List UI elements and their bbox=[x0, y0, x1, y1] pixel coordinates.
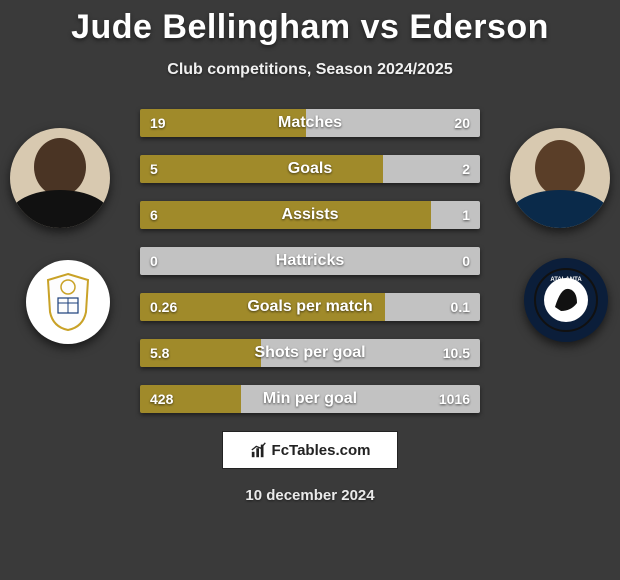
branding-badge: FcTables.com bbox=[222, 431, 398, 469]
stat-row: 0.26 Goals per match 0.1 bbox=[140, 293, 480, 321]
subtitle: Club competitions, Season 2024/2025 bbox=[0, 61, 620, 79]
stat-value-left: 428 bbox=[150, 391, 173, 407]
stat-row: 5 Goals 2 bbox=[140, 155, 480, 183]
player-photo-left bbox=[10, 128, 110, 228]
date-text: 10 december 2024 bbox=[0, 487, 620, 504]
comparison-bars: 19 Matches 20 5 Goals 2 6 Assists 1 0 Hattricks 0 0.… bbox=[140, 109, 480, 413]
stat-label: Min per goal bbox=[263, 390, 357, 408]
svg-text:ATALANTA: ATALANTA bbox=[550, 277, 582, 283]
stat-label: Goals bbox=[288, 160, 332, 178]
stat-label: Goals per match bbox=[247, 298, 372, 316]
club-logo-right: ATALANTA bbox=[524, 258, 608, 342]
stat-value-right: 2 bbox=[462, 161, 470, 177]
stat-value-left: 6 bbox=[150, 207, 158, 223]
stat-value-left: 19 bbox=[150, 115, 166, 131]
stat-label: Hattricks bbox=[276, 252, 344, 270]
stat-value-right: 20 bbox=[454, 115, 470, 131]
stat-row: 5.8 Shots per goal 10.5 bbox=[140, 339, 480, 367]
club-logo-left bbox=[26, 260, 110, 344]
stat-row: 19 Matches 20 bbox=[140, 109, 480, 137]
stat-row: 6 Assists 1 bbox=[140, 201, 480, 229]
stat-value-right: 0.1 bbox=[451, 299, 470, 315]
player-photo-right bbox=[510, 128, 610, 228]
stat-row: 428 Min per goal 1016 bbox=[140, 385, 480, 413]
bar-segment-left bbox=[140, 155, 383, 183]
stat-value-right: 1 bbox=[462, 207, 470, 223]
crest-icon bbox=[43, 272, 93, 332]
crest-icon: ATALANTA bbox=[533, 267, 599, 333]
branding-text: FcTables.com bbox=[272, 442, 371, 459]
stat-row: 0 Hattricks 0 bbox=[140, 247, 480, 275]
stat-label: Shots per goal bbox=[254, 344, 365, 362]
chart-icon bbox=[250, 441, 268, 459]
stat-value-left: 0 bbox=[150, 253, 158, 269]
stat-value-right: 10.5 bbox=[443, 345, 470, 361]
page-title: Jude Bellingham vs Ederson bbox=[0, 0, 620, 47]
stat-value-left: 5 bbox=[150, 161, 158, 177]
bar-segment-right bbox=[431, 201, 480, 229]
stat-label: Assists bbox=[282, 206, 339, 224]
stat-value-right: 0 bbox=[462, 253, 470, 269]
stat-value-right: 1016 bbox=[439, 391, 470, 407]
stat-value-left: 0.26 bbox=[150, 299, 177, 315]
stat-label: Matches bbox=[278, 114, 342, 132]
stat-value-left: 5.8 bbox=[150, 345, 169, 361]
